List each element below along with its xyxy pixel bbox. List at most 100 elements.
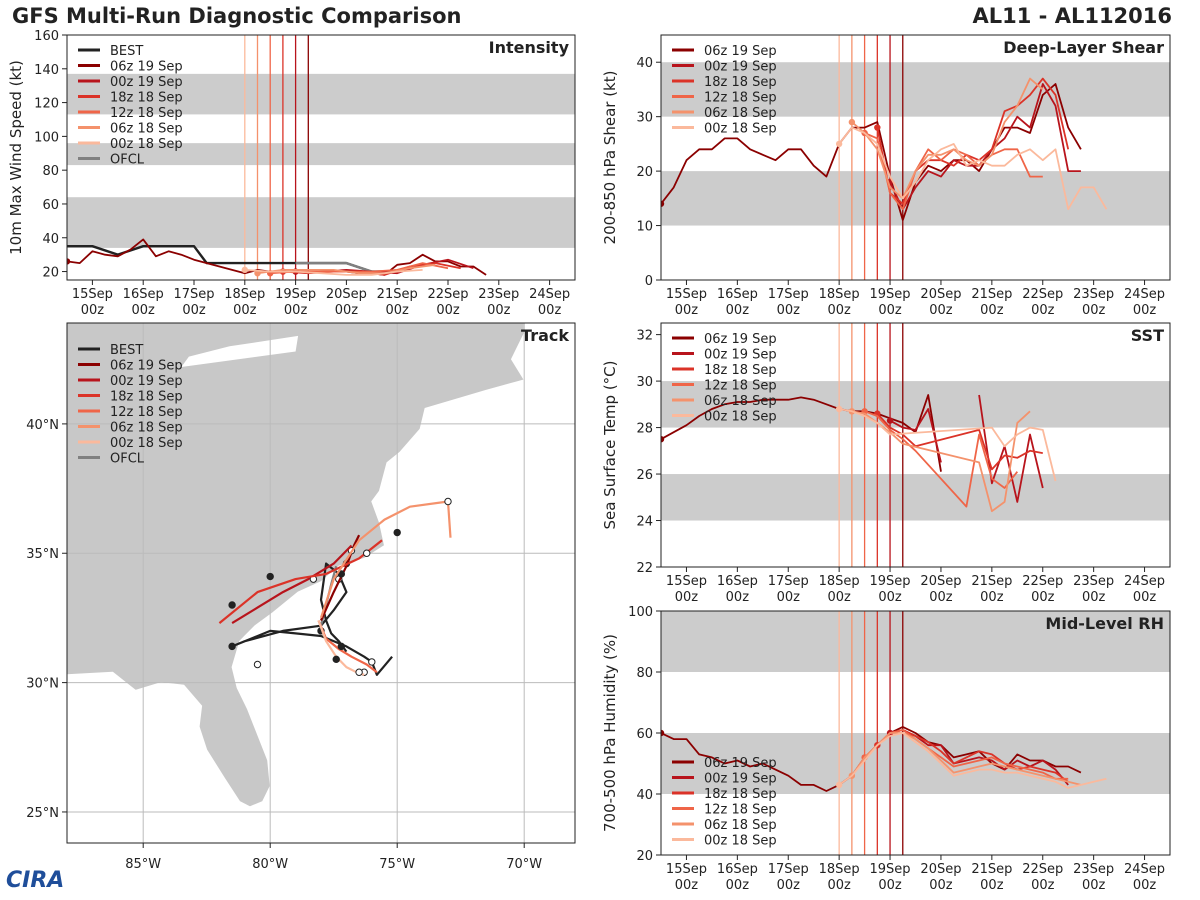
x-tick-day: 22Sep bbox=[1022, 574, 1063, 589]
x-tick-day: 22Sep bbox=[1022, 862, 1063, 877]
x-tick-hour: 00z bbox=[1133, 878, 1157, 893]
y-tick-label: 60 bbox=[636, 727, 653, 742]
series-line-00z-18-sep bbox=[838, 126, 1108, 211]
x-tick-day: 17Sep bbox=[768, 862, 809, 877]
plot-area bbox=[661, 323, 1170, 567]
x-tick-day: 17Sep bbox=[173, 287, 214, 302]
plot-area bbox=[661, 35, 1170, 280]
legend-label: 06z 19 Sep bbox=[704, 44, 777, 59]
legend-label: 18z 18 Sep bbox=[704, 363, 777, 378]
panel-title: SST bbox=[1131, 326, 1164, 345]
series-start-point bbox=[835, 140, 843, 148]
legend-label: 00z 18 Sep bbox=[704, 122, 777, 137]
y-axis-label: Sea Surface Temp (°C) bbox=[601, 360, 619, 529]
y-tick-label: 20 bbox=[636, 165, 653, 180]
x-tick-hour: 00z bbox=[827, 303, 851, 318]
axes-frame bbox=[660, 34, 1171, 281]
x-tick-hour: 00z bbox=[1031, 878, 1055, 893]
y-tick-label: 28 bbox=[636, 422, 653, 437]
x-tick-day: 23Sep bbox=[1073, 574, 1114, 589]
panel-title: Deep-Layer Shear bbox=[1003, 38, 1164, 57]
x-tick-hour: 00z bbox=[675, 303, 699, 318]
plot-area bbox=[661, 611, 1170, 855]
x-tick-day: 19Sep bbox=[870, 574, 911, 589]
x-tick-hour: 00z bbox=[538, 303, 562, 318]
legend-label: OFCL bbox=[110, 452, 145, 467]
x-tick-day: 20Sep bbox=[326, 287, 367, 302]
y-tick-label: 24 bbox=[636, 515, 653, 530]
shade-band bbox=[661, 474, 1170, 521]
y-tick-label: 140 bbox=[34, 63, 59, 78]
x-tick-day: 19Sep bbox=[870, 287, 911, 302]
map-frame bbox=[66, 322, 576, 844]
x-tick-hour: 00z bbox=[182, 303, 206, 318]
legend-label: 06z 18 Sep bbox=[704, 394, 777, 409]
legend-label: 18z 18 Sep bbox=[704, 787, 777, 802]
series-start-point bbox=[661, 200, 665, 207]
map-area bbox=[67, 323, 575, 843]
panel-deep-layer-shear: 01020304015Sep00z16Sep00z17Sep00z18Sep00… bbox=[601, 34, 1171, 318]
legend-label: 00z 18 Sep bbox=[110, 436, 183, 451]
legend-label: 06z 18 Sep bbox=[110, 421, 183, 436]
track-marker bbox=[332, 655, 340, 664]
x-tick-hour: 00z bbox=[284, 303, 308, 318]
x-tick-day: 24Sep bbox=[1124, 862, 1165, 877]
x-tick-day: 23Sep bbox=[1073, 287, 1114, 302]
legend-label: 18z 18 Sep bbox=[110, 91, 183, 106]
legend-label: 18z 18 Sep bbox=[110, 390, 183, 405]
series-line-06z-18-sep bbox=[851, 77, 1044, 200]
track-marker bbox=[368, 658, 376, 666]
legend-label: BEST bbox=[110, 44, 143, 59]
track-marker bbox=[393, 528, 401, 537]
x-tick-hour: 00z bbox=[929, 878, 953, 893]
x-tick-hour: 00z bbox=[929, 303, 953, 318]
legend-label: 06z 19 Sep bbox=[110, 359, 183, 374]
x-tick-hour: 00z bbox=[827, 878, 851, 893]
y-tick-label: 20 bbox=[42, 266, 59, 281]
series-line-00z-18-sep bbox=[244, 269, 423, 276]
y-tick-label: 80 bbox=[42, 164, 59, 179]
shade-band bbox=[661, 62, 1170, 117]
legend-label: 06z 19 Sep bbox=[704, 332, 777, 347]
y-tick-label: 60 bbox=[42, 198, 59, 213]
panel-mid-level-rh: 2040608010015Sep00z16Sep00z17Sep00z18Sep… bbox=[601, 605, 1171, 893]
track-marker bbox=[355, 668, 363, 676]
x-tick-hour: 00z bbox=[81, 303, 105, 318]
x-tick-day: 16Sep bbox=[717, 862, 758, 877]
y-tick-label: 100 bbox=[34, 130, 59, 145]
y-tick-label: 40 bbox=[636, 788, 653, 803]
track-marker bbox=[337, 642, 346, 651]
x-tick-day: 21Sep bbox=[971, 574, 1012, 589]
series-line-18z-18-sep bbox=[876, 729, 1069, 783]
x-tick-hour: 00z bbox=[386, 303, 410, 318]
y-tick-label: 30 bbox=[636, 375, 653, 390]
series-line-06z-18-sep bbox=[851, 732, 1082, 786]
series-line-06z-18-sep bbox=[851, 410, 1031, 513]
shade-band bbox=[67, 143, 575, 166]
x-tick-hour: 00z bbox=[980, 590, 1004, 605]
x-tick-hour: 00z bbox=[777, 590, 801, 605]
great-lake bbox=[181, 335, 299, 367]
x-tick-day: 21Sep bbox=[377, 287, 418, 302]
x-tick-day: 15Sep bbox=[666, 287, 707, 302]
x-tick-day: 23Sep bbox=[1073, 862, 1114, 877]
x-tick-day: 16Sep bbox=[123, 287, 164, 302]
legend-label: 00z 18 Sep bbox=[110, 137, 183, 152]
x-tick-day: 20Sep bbox=[920, 574, 961, 589]
track-line-18z-18-sep bbox=[218, 539, 383, 624]
lat-tick-label: 40°N bbox=[26, 418, 59, 433]
legend-label: 12z 18 Sep bbox=[704, 803, 777, 818]
series-start-point bbox=[67, 258, 71, 265]
track-marker bbox=[363, 549, 371, 557]
legend-label: 00z 19 Sep bbox=[110, 75, 183, 90]
series-start-point bbox=[661, 435, 665, 443]
y-tick-label: 40 bbox=[42, 232, 59, 247]
panel-track: 85°W 80°W 75°W 70°W 25°N 30°N 35°N 40°N Track BES… bbox=[26, 322, 576, 872]
x-tick-day: 20Sep bbox=[920, 862, 961, 877]
series-line-00z-19-sep bbox=[889, 729, 1069, 786]
series-line-00z-18-sep bbox=[838, 732, 1107, 789]
y-tick-label: 10 bbox=[636, 220, 653, 235]
panel-title: Intensity bbox=[489, 38, 570, 57]
legend-label: OFCL bbox=[110, 153, 145, 168]
x-tick-hour: 00z bbox=[1082, 878, 1106, 893]
